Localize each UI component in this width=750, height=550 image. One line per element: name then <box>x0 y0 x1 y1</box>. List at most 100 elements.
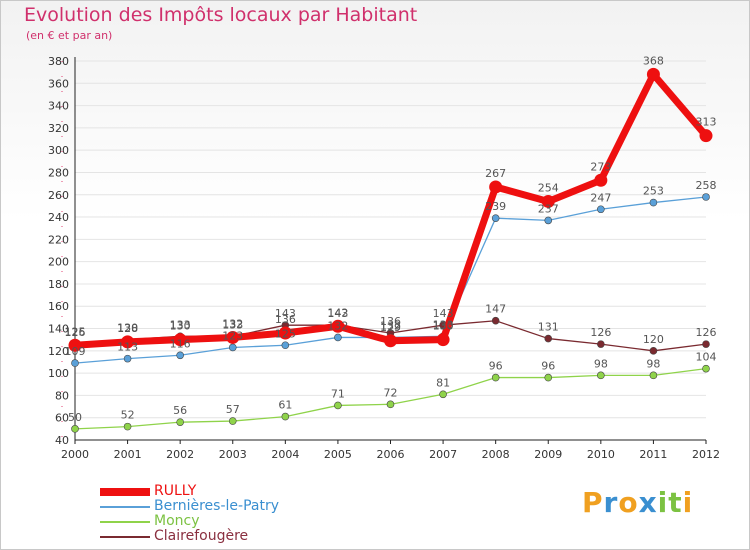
data-label: 120 <box>643 333 664 346</box>
data-point <box>597 205 605 214</box>
data-point <box>594 173 608 187</box>
data-label: 132 <box>222 317 243 330</box>
data-point <box>597 340 605 348</box>
data-label: 143 <box>433 307 454 320</box>
y-tick-label: 180 <box>48 278 69 291</box>
series-moncy <box>71 364 710 433</box>
x-tick-label: 2003 <box>219 448 247 461</box>
legend-swatch <box>100 521 150 523</box>
data-point <box>278 326 292 340</box>
data-point <box>491 316 500 325</box>
data-point <box>384 334 397 348</box>
series-rully <box>68 67 713 352</box>
data-point <box>173 333 187 347</box>
x-tick-label: 2000 <box>61 448 89 461</box>
data-point <box>646 67 660 81</box>
y-tick-label: 260 <box>48 189 69 202</box>
logo-letter: o <box>618 486 639 519</box>
data-label: 313 <box>696 116 717 129</box>
data-point <box>544 216 553 225</box>
data-point <box>649 198 658 207</box>
y-tick-label: 300 <box>48 144 69 157</box>
legend-label: RULLY <box>154 483 197 499</box>
data-point <box>597 371 605 380</box>
data-label: 125 <box>275 327 296 340</box>
data-point <box>334 333 342 342</box>
data-label: 96 <box>541 360 555 373</box>
data-label: 125 <box>65 325 86 338</box>
data-label: 104 <box>696 351 717 364</box>
data-label: 96 <box>489 360 503 373</box>
y-tick-label: 140 <box>48 323 69 336</box>
data-point <box>702 193 710 201</box>
data-point <box>436 333 450 347</box>
data-point <box>491 214 500 222</box>
x-tick-label: 2009 <box>534 448 562 461</box>
series-layer <box>68 67 713 433</box>
data-point <box>491 373 500 382</box>
data-label: 72 <box>384 386 398 399</box>
data-label: 143 <box>327 307 348 320</box>
y-tick-label: 80 <box>55 389 69 402</box>
data-label: 57 <box>226 403 240 416</box>
y-tick-label: 220 <box>48 233 69 246</box>
logo-letter: t <box>668 486 683 519</box>
chart-subtitle: (en € et par an) <box>26 29 113 42</box>
x-tick-label: 2008 <box>482 448 510 461</box>
data-point <box>123 422 132 431</box>
proxiti-logo: Proxiti <box>582 486 693 519</box>
data-label: 130 <box>170 320 191 333</box>
grid-layer <box>75 60 706 441</box>
data-label: 71 <box>331 387 345 400</box>
data-point <box>226 330 240 344</box>
y-tick-label: 120 <box>48 345 69 358</box>
y-tick-label: 360 <box>48 77 69 90</box>
legend-label: Moncy <box>154 513 200 529</box>
legend-label: Bernières-le-Patry <box>154 498 279 514</box>
chart-title: Evolution des Impôts locaux par Habitant <box>24 4 418 26</box>
data-label: 267 <box>485 167 506 180</box>
data-point <box>68 338 82 352</box>
data-point <box>541 194 555 208</box>
data-label: 123 <box>222 329 243 342</box>
data-label: 368 <box>643 54 664 67</box>
data-point <box>544 373 553 382</box>
data-point <box>334 401 342 410</box>
y-tick-label: 380 <box>48 55 69 68</box>
data-point <box>71 359 79 367</box>
x-tick-label: 2005 <box>324 448 352 461</box>
data-label: 81 <box>436 376 450 389</box>
data-label: 143 <box>275 307 296 320</box>
data-label: 52 <box>121 409 135 422</box>
data-label: 126 <box>590 326 611 339</box>
data-point <box>123 354 132 363</box>
x-tick-label: 2001 <box>114 448 142 461</box>
data-label: 133 <box>170 318 191 331</box>
x-tick-label: 2006 <box>377 448 405 461</box>
data-label: 132 <box>380 319 401 332</box>
data-point <box>699 129 713 143</box>
data-point <box>649 371 658 380</box>
logo-letter: r <box>603 486 619 519</box>
data-label: 109 <box>65 345 86 358</box>
data-point <box>176 351 184 360</box>
data-label: 136 <box>380 315 401 328</box>
x-tick-label: 2007 <box>429 448 457 461</box>
data-label: 98 <box>594 357 608 370</box>
y-tick-label: 60 <box>55 412 69 425</box>
data-label: 147 <box>485 303 506 316</box>
data-label: 258 <box>696 179 717 192</box>
data-label: 133 <box>433 318 454 331</box>
y-tick-label: 40 <box>55 434 69 447</box>
y-tick-label: 240 <box>48 211 69 224</box>
y-tick-label: 320 <box>48 122 69 135</box>
data-label: 253 <box>643 185 664 198</box>
data-label: 98 <box>646 357 660 370</box>
x-tick-label: 2010 <box>587 448 615 461</box>
data-point <box>649 347 658 355</box>
data-point <box>176 418 184 426</box>
y-tick-label: 200 <box>48 256 69 269</box>
x-tick-label: 2004 <box>271 448 299 461</box>
